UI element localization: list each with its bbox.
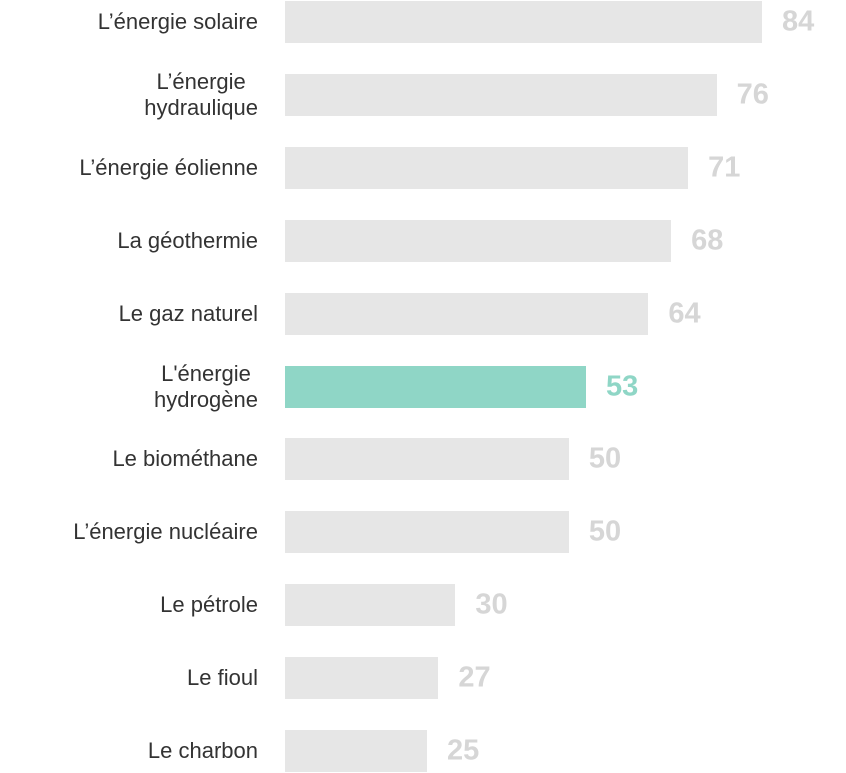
value-label: 27 xyxy=(458,661,491,694)
bar xyxy=(285,1,762,43)
bar xyxy=(285,73,717,116)
value-label: 50 xyxy=(588,515,622,548)
category-label: Le charbon xyxy=(147,738,258,763)
category-label: L’énergie nucléaire xyxy=(73,519,258,545)
value-label: 68 xyxy=(691,224,724,257)
bar xyxy=(285,438,569,481)
category-label: La géothermie xyxy=(117,227,258,253)
bar xyxy=(285,292,649,335)
bar xyxy=(285,511,569,554)
category-label: L’énergie éolienne xyxy=(79,154,258,180)
value-label: 76 xyxy=(736,78,769,111)
bar xyxy=(285,730,427,772)
category-label: Le gaz naturel xyxy=(118,300,258,326)
bar xyxy=(285,657,439,700)
bar xyxy=(285,146,689,189)
value-label: 64 xyxy=(668,297,701,330)
category-label: L'énergie hydrogène xyxy=(154,360,258,412)
value-label: 53 xyxy=(605,370,639,402)
category-label: Le fioul xyxy=(187,665,258,691)
value-label: 25 xyxy=(446,734,480,767)
bar xyxy=(285,584,456,627)
category-label: Le pétrole xyxy=(160,592,258,618)
category-label: Le biométhane xyxy=(112,446,258,472)
bar xyxy=(285,219,672,262)
value-label: 30 xyxy=(475,588,508,621)
category-label: L’énergie solaire xyxy=(97,9,258,34)
value-label: 71 xyxy=(708,151,741,184)
bar xyxy=(285,365,586,408)
value-label: 50 xyxy=(588,442,622,475)
category-label: L’énergie hydraulique xyxy=(144,68,258,120)
value-label: 84 xyxy=(782,5,815,38)
